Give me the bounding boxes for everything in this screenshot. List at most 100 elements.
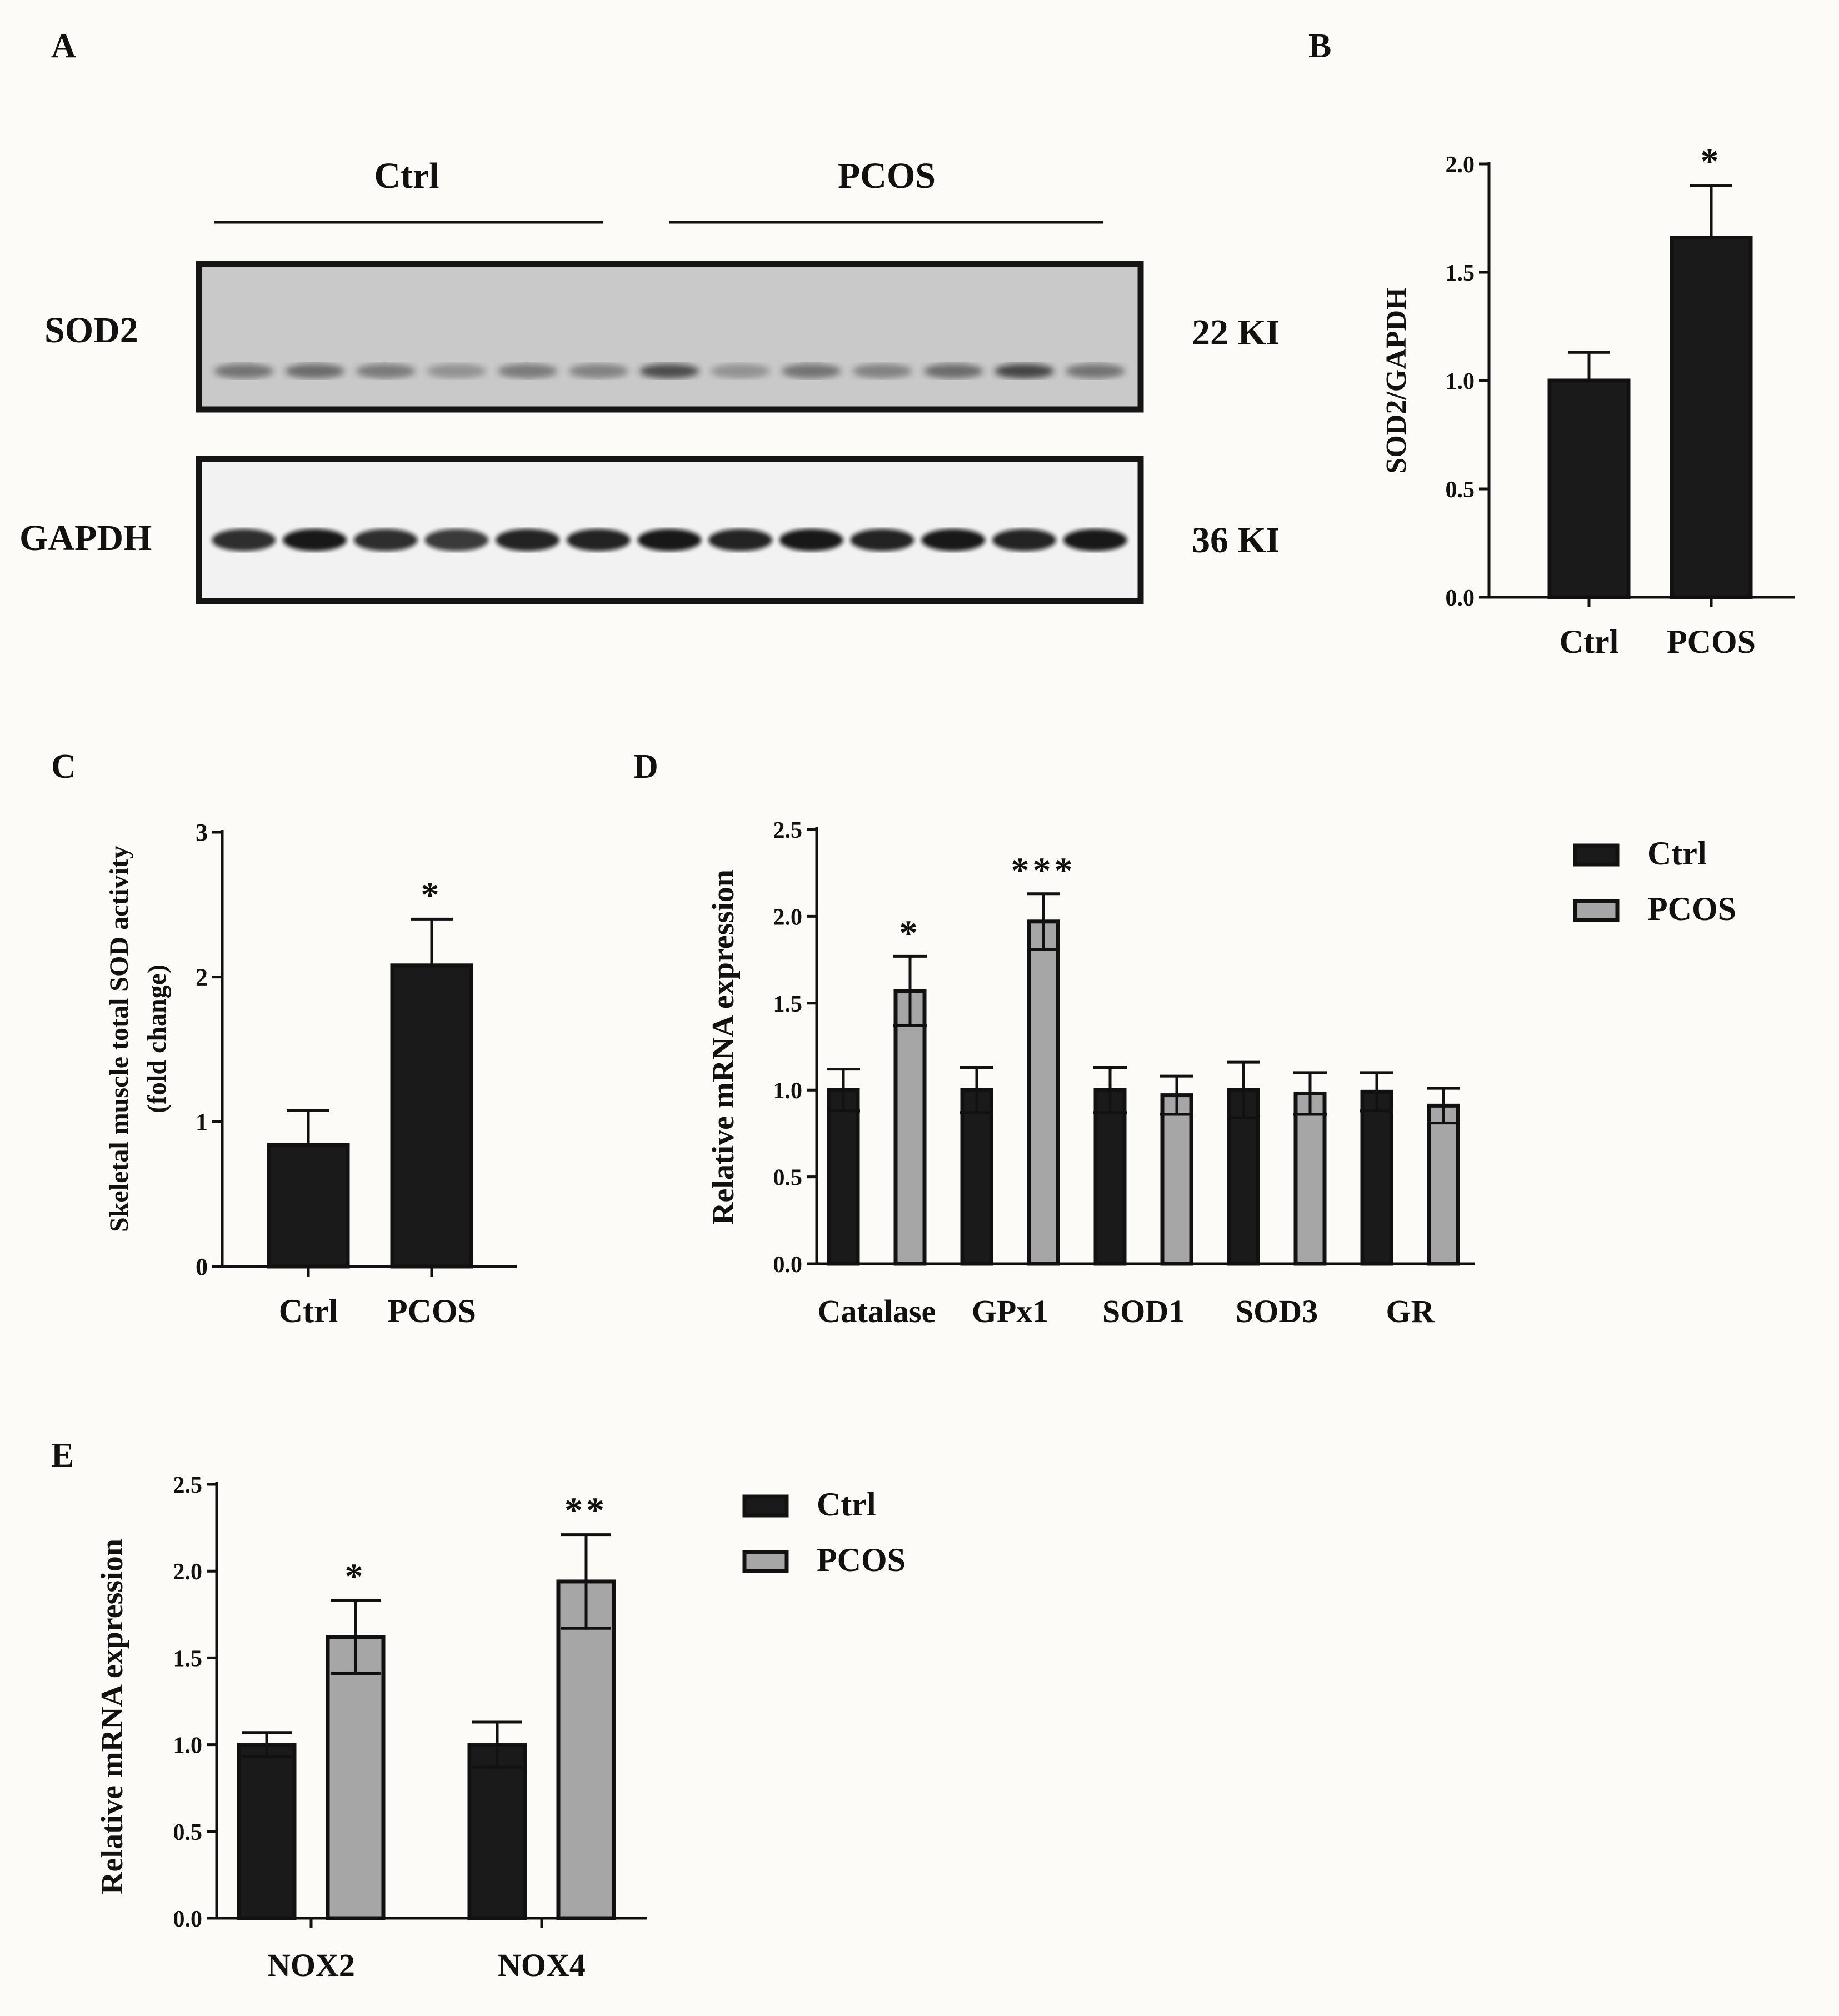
chart-b-significance-marker: * (1701, 141, 1722, 182)
chart-e-legend-label-pcos: PCOS (817, 1542, 906, 1578)
chart-c-bar-pcos (390, 963, 473, 1269)
chart-d-x-tick-label: SOD3 (1236, 1293, 1318, 1329)
chart-e-y-tick-label: 1.0 (173, 1733, 203, 1759)
gapdh-band-lane-2 (283, 529, 347, 551)
gapdh-band-lane-12 (992, 529, 1056, 551)
sod2-band-lane-6 (568, 364, 628, 378)
sod2-size-label: 22 KDa (1192, 312, 1278, 353)
chart-d-x-tick-label: GPx1 (972, 1293, 1049, 1329)
gapdh-band-lane-4 (424, 529, 489, 551)
sod2-band-lane-13 (1065, 364, 1125, 378)
sod2-band-lane-3 (356, 364, 416, 378)
sod2-band-lane-11 (923, 364, 983, 378)
chart-e-x-tick-label: NOX4 (498, 1947, 586, 1983)
chart-d-bar-sod1-pcos (1160, 1093, 1193, 1266)
chart-e-bar-nox4-pcos (556, 1579, 616, 1920)
sod2-band-lane-4 (427, 364, 487, 378)
sod2-band-lane-10 (852, 364, 912, 378)
chart-e-significance-marker: ** (564, 1490, 608, 1531)
chart-e-y-tick-label: 1.5 (173, 1646, 203, 1672)
chart-d-bar-sod1-ctrl (1093, 1088, 1127, 1266)
sod2-band-lane-5 (497, 364, 558, 378)
sod2-band-lane-12 (994, 364, 1055, 378)
chart-e-bar-nox4-ctrl (467, 1743, 527, 1920)
chart-e-y-tick-label: 2.0 (173, 1559, 203, 1585)
chart-c-y-tick-label: 1 (196, 1108, 208, 1135)
chart-d-legend-swatch-ctrl (1573, 843, 1620, 867)
gapdh-band-lane-7 (637, 529, 702, 551)
chart-b-y-tick-label: 0.0 (1446, 586, 1475, 611)
chart-e-y-tick-label: 0.5 (173, 1820, 203, 1845)
sod2-blot-frame (196, 261, 1144, 413)
chart-d-bar-gpx1-ctrl (960, 1088, 993, 1266)
chart-d: 0.0 0.5 1.0 1.5 2.0 2.5 Relative mRNA expressi… (706, 818, 1736, 1329)
chart-e-bar-nox2-ctrl (237, 1743, 297, 1920)
gapdh-band-lane-13 (1063, 529, 1127, 551)
chart-d-legend-label-pcos: PCOS (1647, 891, 1736, 927)
gapdh-band-lane-5 (496, 529, 560, 551)
gapdh-band-lane-3 (353, 529, 418, 551)
chart-c-significance-marker: * (421, 874, 443, 915)
chart-b-y-tick-label: 1.5 (1446, 261, 1475, 286)
chart-d-y-tick-label: 2.0 (773, 904, 803, 930)
chart-c-y-tick-label: 0 (196, 1253, 208, 1280)
chart-b-y-tick-label: 2.0 (1446, 152, 1475, 178)
gapdh-row-label: GAPDH (19, 518, 152, 558)
sod2-band-lane-8 (711, 364, 771, 378)
gapdh-band-lane-1 (212, 529, 276, 551)
panel-letter-d: D (633, 748, 658, 786)
blot-group-label-pcos: PCOS (838, 156, 936, 196)
chart-b-y-tick-label: 1.0 (1446, 369, 1475, 394)
chart-d-bar-gr-pcos (1427, 1103, 1460, 1266)
chart-c: 0 1 2 3 Skeletal muscle total SOD activity (f… (104, 819, 517, 1329)
chart-b-x-tick-label: Ctrl (1560, 623, 1619, 660)
chart-d-y-tick-label: 0.5 (773, 1165, 803, 1191)
sod2-band-lane-7 (639, 364, 699, 378)
panel-letter-a: A (51, 27, 76, 65)
chart-b-y-axis-title: SOD2/GAPDH (1381, 287, 1412, 473)
chart-c-x-tick-label: Ctrl (279, 1293, 338, 1329)
panel-letter-b: B (1308, 27, 1332, 65)
gapdh-band-lane-9 (779, 529, 843, 551)
chart-c-y-tick-label: 3 (196, 819, 208, 846)
chart-c-x-tick-label: PCOS (387, 1293, 476, 1329)
chart-d-y-tick-label: 1.0 (773, 1078, 803, 1104)
chart-b-bar-ctrl (1547, 378, 1631, 599)
gapdh-size-label: 36 KDa (1192, 520, 1278, 561)
chart-e-legend-label-ctrl: Ctrl (817, 1486, 876, 1523)
chart-d-x-tick-label: GR (1386, 1293, 1435, 1329)
chart-b-x-tick-label: PCOS (1667, 623, 1756, 660)
sod2-band-lane-1 (214, 364, 274, 378)
sod2-bands (214, 364, 1125, 378)
chart-d-legend-swatch-pcos (1573, 899, 1620, 922)
chart-d-y-tick-label: 2.5 (773, 818, 803, 843)
chart-e-y-tick-label: 2.5 (173, 1473, 203, 1498)
chart-d-significance-marker: *** (1011, 851, 1076, 891)
sod2-row-label: SOD2 (44, 310, 138, 351)
chart-b: 0.0 0.5 1.0 1.5 2.0 SOD2/GAPDH Ctrl * PCOS (1381, 141, 1795, 660)
gapdh-bands (212, 529, 1127, 551)
chart-c-bar-ctrl (267, 1143, 350, 1269)
chart-e-legend-swatch-ctrl (742, 1494, 789, 1518)
chart-d-bar-catalase-ctrl (827, 1088, 860, 1266)
gapdh-band-lane-10 (850, 529, 914, 551)
chart-e-bar-nox2-pcos (326, 1635, 386, 1920)
chart-e: 0.0 0.5 1.0 1.5 2.0 2.5 Relative mRNA expressi… (95, 1473, 906, 1983)
chart-d-bar-sod3-pcos (1293, 1091, 1327, 1266)
chart-d-bar-catalase-pcos (893, 989, 927, 1266)
chart-d-y-axis-title: Relative mRNA expression (706, 869, 741, 1225)
chart-e-legend-swatch-pcos (742, 1550, 789, 1573)
chart-d-bar-gpx1-pcos (1027, 919, 1060, 1266)
chart-e-y-axis-title: Relative mRNA expression (95, 1539, 129, 1894)
chart-d-y-tick-label: 1.5 (773, 992, 803, 1017)
chart-e-x-tick-label: NOX2 (267, 1947, 355, 1983)
panel-letter-c: C (51, 748, 76, 786)
chart-c-y-axis-title: (fold change) (142, 964, 172, 1113)
blot-group-label-ctrl: Ctrl (374, 156, 439, 196)
chart-d-significance-marker: * (899, 913, 921, 953)
chart-b-y-tick-label: 0.5 (1446, 477, 1475, 503)
sod2-band-lane-2 (284, 364, 345, 378)
western-blot: Ctrl PCOS SOD2 22 KDa GAPDH 36 KDa (19, 156, 1278, 604)
gapdh-band-lane-11 (921, 529, 986, 551)
